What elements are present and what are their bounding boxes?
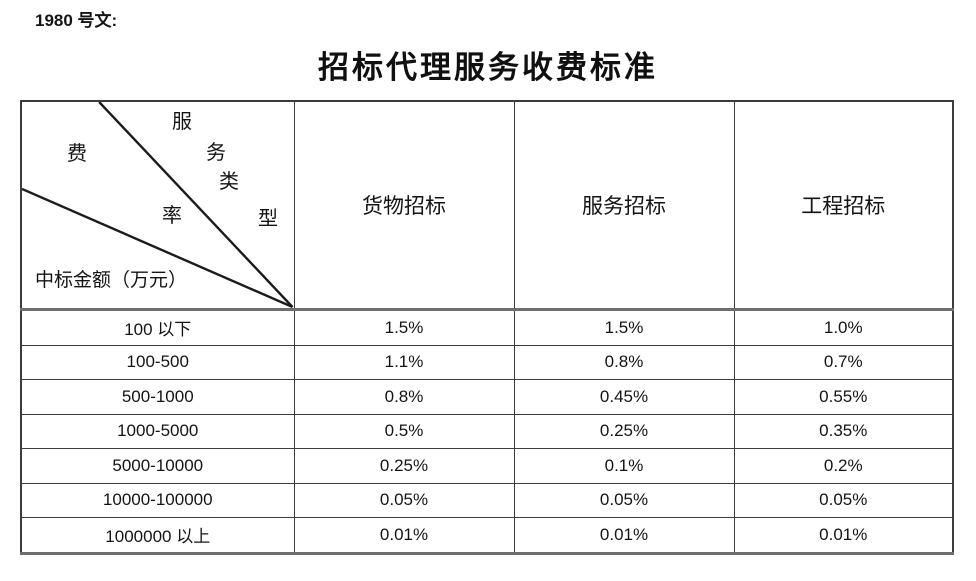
table-row: 1000000 以上 0.01% 0.01% 0.01% <box>20 517 954 555</box>
fee-cell: 0.55% <box>733 379 954 415</box>
row-amount-range: 100-500 <box>20 344 295 380</box>
corner-row-dimension-label: 中标金额（万元） <box>35 270 188 291</box>
row-amount-range: 10000-100000 <box>20 482 295 518</box>
fee-cell: 0.05% <box>733 482 954 518</box>
fee-cell: 0.05% <box>513 482 735 518</box>
fee-cell: 0.05% <box>293 482 515 518</box>
column-header-service: 服务招标 <box>513 100 735 311</box>
fee-cell: 1.1% <box>293 344 515 380</box>
fee-cell: 0.2% <box>733 448 954 484</box>
corner-value-dim-char-1: 费 <box>67 143 87 165</box>
fee-table: 服 务 类 型 费 率 中标金额（万元） 货物招标 服务招标 工程招标 100 … <box>20 100 954 555</box>
fee-cell: 0.25% <box>293 448 515 484</box>
doc-number-label: 1980 号文: <box>35 11 118 30</box>
corner-value-dim-char-2: 率 <box>162 205 182 227</box>
row-amount-range: 5000-10000 <box>20 448 295 484</box>
fee-cell: 0.5% <box>293 413 515 449</box>
table-row: 10000-100000 0.05% 0.05% 0.05% <box>20 482 954 518</box>
fee-cell: 0.1% <box>513 448 735 484</box>
corner-diagonal-lines-icon <box>22 102 293 307</box>
fee-cell: 0.7% <box>733 344 954 380</box>
corner-col-dim-char-3: 类 <box>219 171 239 193</box>
row-amount-range: 100 以下 <box>20 309 295 346</box>
table-row: 500-1000 0.8% 0.45% 0.55% <box>20 379 954 415</box>
column-header-engineering: 工程招标 <box>733 100 954 311</box>
table-corner-cell: 服 务 类 型 费 率 中标金额（万元） <box>20 100 295 311</box>
corner-col-dim-char-2: 务 <box>206 142 226 164</box>
fee-cell: 0.8% <box>513 344 735 380</box>
fee-cell: 0.01% <box>293 517 515 555</box>
fee-cell: 0.45% <box>513 379 735 415</box>
table-row: 1000-5000 0.5% 0.25% 0.35% <box>20 413 954 449</box>
table-row: 100-500 1.1% 0.8% 0.7% <box>20 344 954 380</box>
fee-cell: 1.5% <box>293 309 515 346</box>
row-amount-range: 1000-5000 <box>20 413 295 449</box>
page-title: 招标代理服务收费标准 <box>318 50 658 85</box>
fee-cell: 0.8% <box>293 379 515 415</box>
column-header-goods: 货物招标 <box>293 100 515 311</box>
corner-col-dim-char-4: 型 <box>258 208 278 230</box>
row-amount-range: 1000000 以上 <box>20 517 295 555</box>
table-row: 5000-10000 0.25% 0.1% 0.2% <box>20 448 954 484</box>
table-header-row: 服 务 类 型 费 率 中标金额（万元） 货物招标 服务招标 工程招标 <box>20 100 954 311</box>
table-row: 100 以下 1.5% 1.5% 1.0% <box>20 309 954 346</box>
fee-cell: 0.35% <box>733 413 954 449</box>
fee-cell: 1.5% <box>513 309 735 346</box>
corner-col-dim-char-1: 服 <box>172 111 192 133</box>
fee-cell: 0.01% <box>733 517 954 555</box>
fee-cell: 0.25% <box>513 413 735 449</box>
row-amount-range: 500-1000 <box>20 379 295 415</box>
fee-cell: 1.0% <box>733 309 954 346</box>
fee-cell: 0.01% <box>513 517 735 555</box>
